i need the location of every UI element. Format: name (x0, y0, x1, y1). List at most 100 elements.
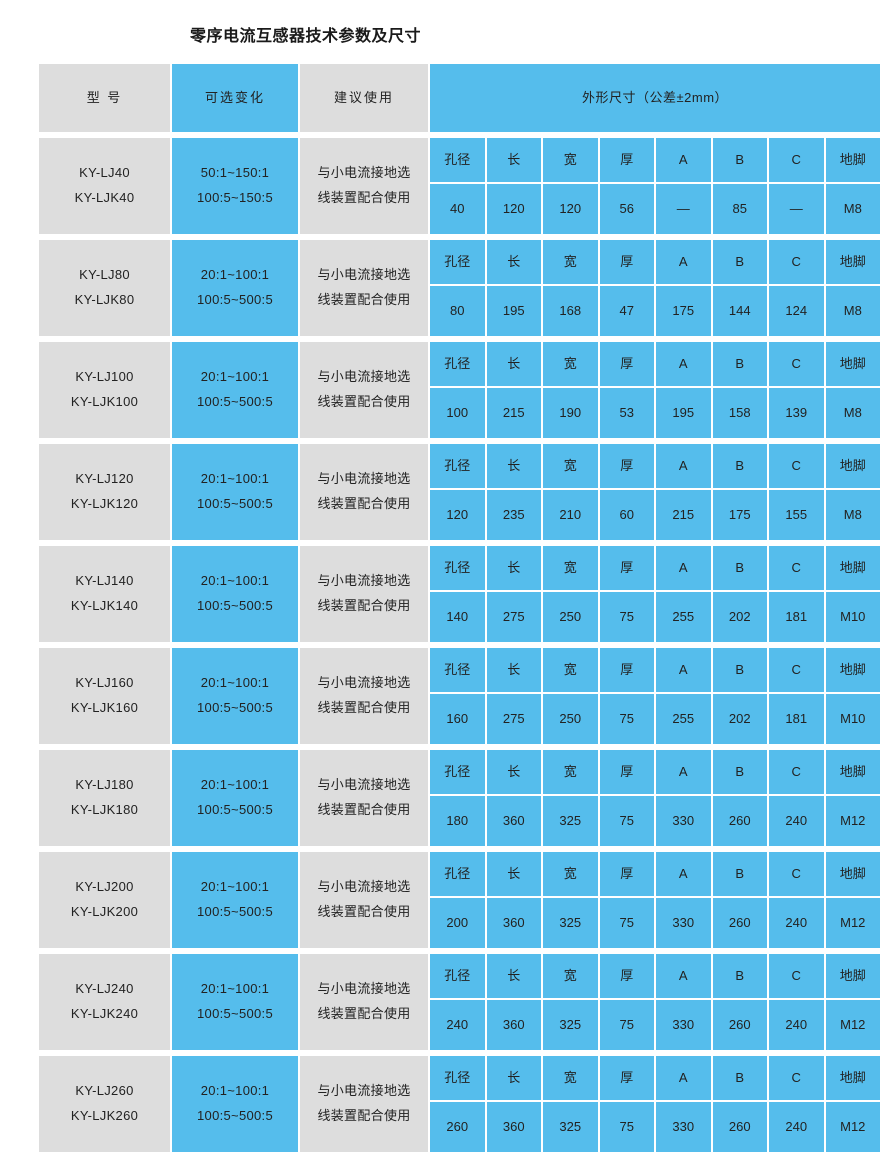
dimension-sub-header: 长 (486, 852, 541, 896)
dimension-sub-header: 厚 (599, 852, 654, 896)
dimension-sub-header: 地脚 (825, 1056, 881, 1100)
dimension-value: 75 (599, 694, 654, 744)
dimension-sub-header: C (769, 138, 824, 182)
table-row-values: 120 235 210 60 215 175 155 M8 (39, 490, 881, 540)
header-dimensions-group: 外形尺寸（公差±2mm） (430, 64, 881, 132)
dimension-sub-header: 宽 (543, 342, 598, 386)
row-gap-cell (39, 338, 881, 340)
dimension-value: M8 (825, 388, 881, 438)
table-row: KY-LJ200 KY-LJK200 20:1~100:1 100:5~500:5 与小… (39, 852, 881, 948)
dimension-sub-header: 宽 (543, 954, 598, 998)
cell-usage-line2: 线装置配合使用 (317, 802, 411, 817)
cell-usage-line2: 线装置配合使用 (317, 292, 411, 307)
dimension-sub-header: C (769, 648, 824, 692)
dimension-value: 250 (543, 694, 598, 744)
table-row-values: 40 120 120 56—85— M8 (39, 184, 881, 234)
row-gap-cell (39, 848, 881, 850)
dimension-value: 330 (656, 1102, 711, 1152)
dimension-value: — (656, 184, 711, 234)
table-row-values: 240 360 325 75 330 260 240 M12 (39, 1000, 881, 1050)
dimension-sub-header: 地脚 (825, 750, 881, 794)
dimension-sub-header: A (656, 138, 711, 182)
table-row-values: 80 195 168 47 175 144 124 M8 (39, 286, 881, 336)
table-row-values: 180 360 325 75 330 260 240 M12 (39, 796, 881, 846)
dimension-value: 180 (430, 796, 485, 846)
dimension-sub-header: 厚 (599, 750, 654, 794)
cell-usage-line1: 与小电流接地选 (317, 879, 411, 895)
dimension-sub-header: 长 (486, 648, 541, 692)
dimension-value: M10 (825, 694, 881, 744)
dimension-sub-header: 地脚 (825, 954, 881, 998)
cell-model-line2: KY-LJK80 (74, 292, 135, 307)
row-gap-cell (39, 440, 881, 442)
dimension-sub-header: 长 (486, 240, 541, 284)
dimension-sub-header: C (769, 240, 824, 284)
cell-usage-line2: 线装置配合使用 (317, 598, 411, 613)
cell-usage-line1: 与小电流接地选 (317, 471, 411, 487)
dimension-value: 215 (656, 490, 711, 540)
dimension-sub-header: 孔径 (430, 138, 485, 182)
dimension-value: 168 (543, 286, 598, 336)
dimension-value: 260 (430, 1102, 485, 1152)
cell-usage-line2: 线装置配合使用 (317, 496, 411, 511)
header-model: 型 号 (39, 64, 170, 132)
table-row-values: 200 360 325 75 330 260 240 M12 (39, 898, 881, 948)
header-ratio: 可选变化 (172, 64, 298, 132)
dimension-value: 195 (486, 286, 541, 336)
row-gap (39, 236, 881, 238)
cell-model-line1: KY-LJ80 (79, 267, 130, 283)
dimension-value: 53 (599, 388, 654, 438)
dimension-value: 80 (430, 286, 485, 336)
dimension-value: 240 (769, 1000, 824, 1050)
row-gap-cell (39, 134, 881, 136)
cell-model-line1: KY-LJ200 (75, 879, 134, 895)
dimension-value: 140 (430, 592, 485, 642)
dimension-sub-header: B (712, 750, 767, 794)
dimension-sub-header: B (712, 1056, 767, 1100)
row-gap-cell (39, 236, 881, 238)
dimension-value: 360 (486, 898, 541, 948)
cell-model-line2: KY-LJK40 (74, 190, 135, 205)
dimension-sub-header: 孔径 (430, 648, 485, 692)
dimension-sub-header: 宽 (543, 852, 598, 896)
dimension-sub-header: 厚 (599, 342, 654, 386)
dimension-sub-header: 地脚 (825, 342, 881, 386)
cell-usage-line2: 线装置配合使用 (317, 1108, 411, 1123)
row-gap-cell (39, 1052, 881, 1054)
cell-model-line1: KY-LJ240 (75, 981, 134, 997)
dimension-value: 275 (486, 694, 541, 744)
dimension-value: 255 (656, 592, 711, 642)
cell-ratio-line1: 20:1~100:1 (200, 267, 270, 283)
cell-ratio: 20:1~100:1 100:5~500:5 (172, 648, 298, 744)
cell-model: KY-LJ180 KY-LJK180 (39, 750, 170, 846)
row-gap (39, 746, 881, 748)
dimension-sub-header: A (656, 240, 711, 284)
spec-table-body: 型 号可选变化 建议使用 外形尺寸（公差±2mm） KY-LJ40 KY-LJK40 50… (39, 64, 881, 1152)
dimension-value: 325 (543, 1102, 598, 1152)
dimension-value: 360 (486, 1000, 541, 1050)
dimension-sub-header: 厚 (599, 240, 654, 284)
dimension-sub-header: B (712, 954, 767, 998)
table-row: KY-LJ80 KY-LJK80 20:1~100:1 100:5~500:5 与小电流… (39, 240, 881, 336)
cell-model: KY-LJ40 KY-LJK40 (39, 138, 170, 234)
cell-model: KY-LJ160 KY-LJK160 (39, 648, 170, 744)
table-row: KY-LJ140 KY-LJK140 20:1~100:1 100:5~500:5 与小… (39, 546, 881, 642)
row-gap (39, 950, 881, 952)
dimension-sub-header: 孔径 (430, 546, 485, 590)
dimension-value: 360 (486, 1102, 541, 1152)
table-row: KY-LJ40 KY-LJK40 50:1~150:1 100:5~150:5 与小电流… (39, 138, 881, 234)
dimension-value: 235 (486, 490, 541, 540)
row-gap (39, 134, 881, 136)
cell-ratio-line1: 20:1~100:1 (200, 879, 270, 895)
dimension-value: 120 (430, 490, 485, 540)
table-header-row: 型 号可选变化 建议使用 外形尺寸（公差±2mm） (39, 64, 881, 132)
header-usage: 建议使用 (300, 64, 428, 132)
cell-ratio: 20:1~100:1 100:5~500:5 (172, 444, 298, 540)
dimension-value: M12 (825, 1000, 881, 1050)
cell-model-line2: KY-LJK100 (70, 394, 139, 409)
cell-ratio-line2: 100:5~500:5 (197, 394, 273, 409)
cell-usage-line2: 线装置配合使用 (317, 700, 411, 715)
row-gap (39, 338, 881, 340)
cell-usage: 与小电流接地选 线装置配合使用 (300, 240, 428, 336)
cell-ratio-line1: 20:1~100:1 (200, 981, 270, 997)
